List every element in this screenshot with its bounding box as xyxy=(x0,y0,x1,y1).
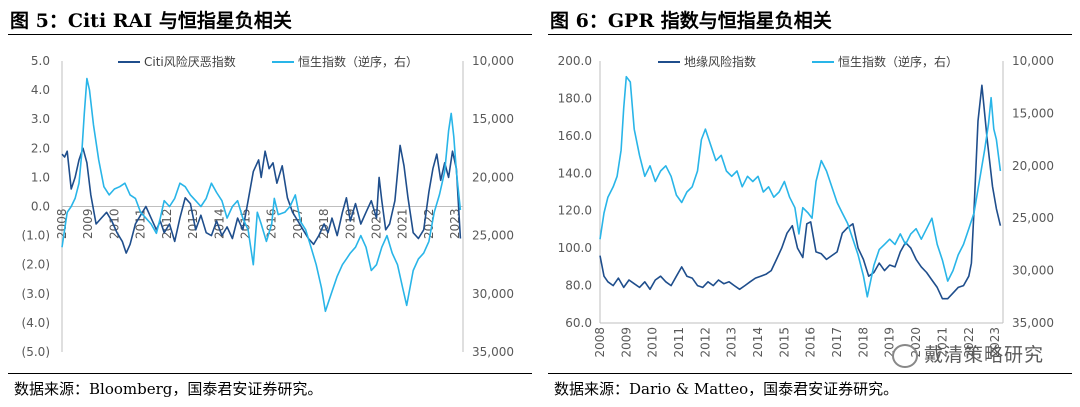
y-tick-label: 140.0 xyxy=(558,166,592,180)
x-tick-label: 2014 xyxy=(751,327,765,358)
y-tick-label: 0.0 xyxy=(31,200,50,214)
y-tick-label: (2.0) xyxy=(22,258,50,272)
x-tick-label: 2010 xyxy=(107,209,121,240)
x-tick-label: 2016 xyxy=(804,327,818,358)
x-tick-label: 2009 xyxy=(619,327,633,358)
y-tick-label: 100.0 xyxy=(558,241,592,255)
legend-label: 恒生指数（逆序，右） xyxy=(838,54,958,69)
x-tick-label: 2017 xyxy=(830,327,844,358)
y-tick-label: (1.0) xyxy=(22,229,50,243)
chart-title: 图 6：GPR 指数与恒指星负相关 xyxy=(550,10,832,32)
chart-title: 图 5：Citi RAI 与恒指星负相关 xyxy=(10,10,292,32)
chart-panel-left: 图 5：Citi RAI 与恒指星负相关 5.0 4.0 3.0 2.0 1.0 0.0 (… xyxy=(8,10,532,398)
y2-tick-label: 35,000 xyxy=(1012,316,1054,330)
y-tick-label: (3.0) xyxy=(22,287,50,301)
legend-label: 恒生指数（逆序，右） xyxy=(298,54,418,69)
source-note: 数据来源：Bloomberg，国泰君安证券研究。 xyxy=(14,380,323,398)
series-line-dark xyxy=(599,84,1002,300)
y-tick-label: 2.0 xyxy=(31,141,50,155)
y-tick-label: 3.0 xyxy=(31,112,50,126)
series-line-dark xyxy=(61,144,462,254)
title-rule xyxy=(548,34,1072,35)
x-tick-label: 2023 xyxy=(988,327,1002,358)
series-line-light xyxy=(61,77,462,313)
x-tick-label: 2018 xyxy=(856,327,870,358)
y-tick-label: 1.0 xyxy=(31,170,50,184)
x-tick-label: 2012 xyxy=(698,327,712,358)
wechat-icon xyxy=(891,343,918,368)
y-tick-label: 4.0 xyxy=(31,83,50,97)
x-tick-label: 2008 xyxy=(55,209,69,240)
chart-gpr: 200.0 180.0 160.0 140.0 120.0 100.0 80.0 60.0 10… xyxy=(558,54,1054,358)
x-tick-label: 2015 xyxy=(777,327,791,358)
source-rule xyxy=(548,373,1072,374)
y-tick-label: 200.0 xyxy=(558,54,592,68)
y2-tick-label: 10,000 xyxy=(1012,54,1054,68)
y2-tick-label: 30,000 xyxy=(472,287,514,301)
source-rule xyxy=(8,373,532,374)
x-tick-label: 2010 xyxy=(646,327,660,358)
legend-label: Citi风险厌恶指数 xyxy=(144,54,236,69)
legend-label: 地缘风险指数 xyxy=(684,54,756,69)
y2-tick-label: 10,000 xyxy=(472,54,514,68)
x-tick-label: 2021 xyxy=(396,209,410,240)
y2-tick-label: 20,000 xyxy=(472,170,514,184)
y-tick-label: (5.0) xyxy=(22,345,50,359)
y-tick-label: (4.0) xyxy=(22,316,50,330)
x-tick-label: 2019 xyxy=(343,209,357,240)
y2-tick-label: 25,000 xyxy=(472,229,514,243)
x-tick-label: 2009 xyxy=(81,209,95,240)
y2-tick-label: 15,000 xyxy=(472,112,514,126)
chart-panel-right: 图 6：GPR 指数与恒指星负相关 200.0 180.0 160.0 140.0 12… xyxy=(540,0,1080,407)
x-tick-label: 2008 xyxy=(593,327,607,358)
title-rule xyxy=(8,34,532,35)
x-tick-label: 2021 xyxy=(935,327,949,358)
y2-tick-label: 30,000 xyxy=(1012,264,1054,278)
watermark: 戴清策略研究 xyxy=(891,340,1044,368)
x-tick-label: 2014 xyxy=(212,209,226,240)
y-tick-label: 5.0 xyxy=(31,54,50,68)
chart-citi-rai: 5.0 4.0 3.0 2.0 1.0 0.0 (1.0) (2.0) (3.0) (4.0) (5… xyxy=(22,54,514,359)
y-tick-label: 60.0 xyxy=(565,316,592,330)
watermark-text: 戴清策略研究 xyxy=(923,344,1044,366)
y2-tick-label: 35,000 xyxy=(472,345,514,359)
y-tick-label: 160.0 xyxy=(558,129,592,143)
y-tick-label: 120.0 xyxy=(558,204,592,218)
y-tick-label: 180.0 xyxy=(558,91,592,105)
x-tick-label: 2011 xyxy=(672,327,686,358)
y2-tick-label: 20,000 xyxy=(1012,159,1054,173)
y-tick-label: 80.0 xyxy=(565,279,592,293)
source-note: 数据来源：Dario & Matteo，国泰君安证券研究。 xyxy=(554,380,899,398)
x-tick-label: 2013 xyxy=(725,327,739,358)
y2-tick-label: 25,000 xyxy=(1012,211,1054,225)
y2-tick-label: 15,000 xyxy=(1012,106,1054,120)
x-tick-label: 2013 xyxy=(186,209,200,240)
x-tick-label: 2022 xyxy=(962,327,976,358)
series-line-light xyxy=(599,75,1002,298)
x-tick-label: 2020 xyxy=(370,209,384,240)
